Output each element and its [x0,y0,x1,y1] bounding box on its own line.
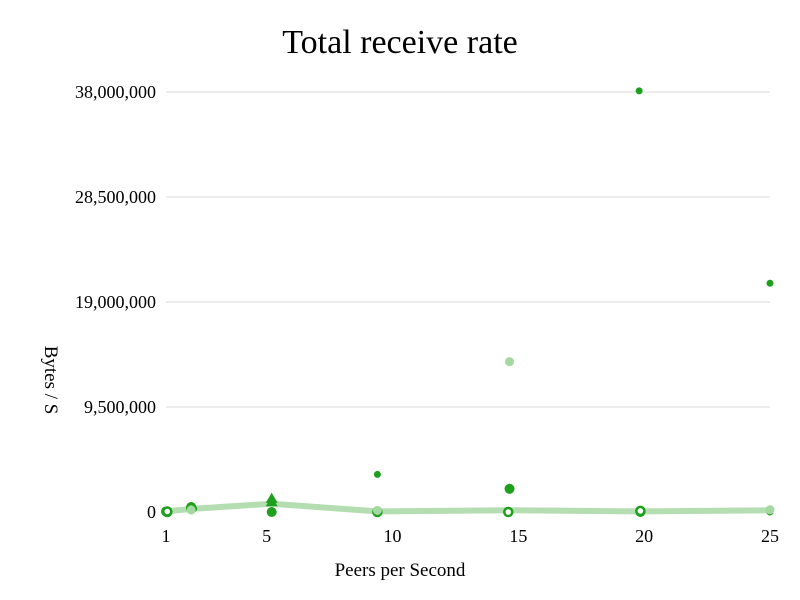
x-tick-labels: 1 5 10 15 20 25 [162,526,780,546]
data-point [505,357,515,367]
data-point [504,483,515,494]
x-axis-label: Peers per Second [335,560,466,581]
grid-layer [166,91,770,408]
data-point [372,505,382,515]
data-point [635,87,643,95]
y-tick-label: 19,000,000 [75,292,156,312]
data-point [186,505,196,515]
point-layer [161,87,775,518]
x-tick-label: 5 [262,526,271,546]
data-point [766,279,774,287]
data-point [266,507,277,517]
data-point [162,506,173,517]
y-tick-label: 38,000,000 [75,82,156,102]
x-tick-label: 25 [761,526,779,546]
trend-layer [163,500,773,515]
data-point [503,506,514,518]
data-point [373,470,381,478]
trend-line [163,500,773,515]
y-tick-labels: 0 9,500,000 19,000,000 28,500,000 38,000,000 [75,82,156,522]
data-point [765,505,775,515]
y-axis-label: Bytes / S [40,346,61,415]
x-tick-label: 1 [162,526,171,546]
y-tick-label: 28,500,000 [75,187,156,207]
x-tick-label: 15 [509,526,527,546]
data-point [635,505,646,517]
x-tick-label: 10 [384,526,402,546]
y-tick-label: 9,500,000 [84,397,156,417]
chart-title: Total receive rate [282,24,517,61]
y-tick-label: 0 [147,502,156,522]
data-point [265,496,278,507]
x-tick-label: 20 [635,526,653,546]
